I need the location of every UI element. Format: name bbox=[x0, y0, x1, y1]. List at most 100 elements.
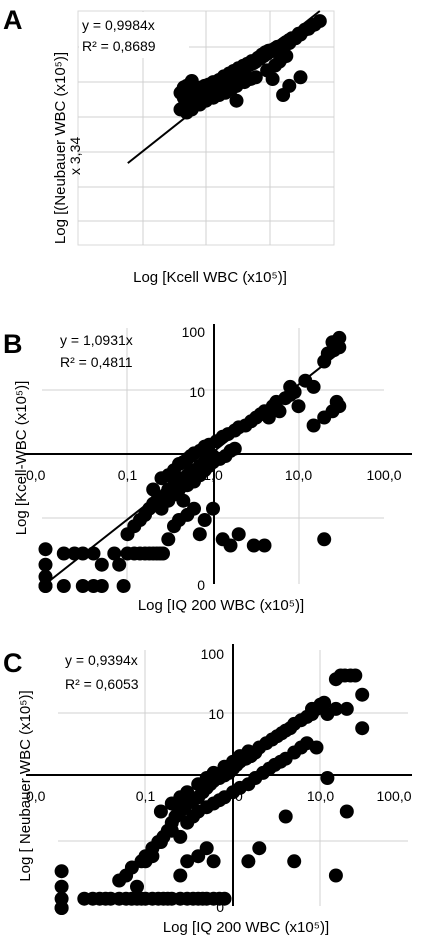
data-point bbox=[206, 854, 221, 869]
panel-letter: C bbox=[3, 648, 23, 678]
panel-b: B 0,0 0,1 1,0 10,0 100,0 0 1 10 100 y = 1,0931x… bbox=[0, 318, 434, 618]
x-tick-label: 0,1 bbox=[118, 467, 138, 483]
data-point bbox=[145, 849, 160, 864]
data-point bbox=[306, 418, 321, 433]
r-squared-label: R² = 0,6053 bbox=[65, 676, 139, 692]
y-tick-label: 0 bbox=[197, 577, 205, 593]
panel-letter: B bbox=[3, 329, 23, 359]
data-point bbox=[75, 579, 90, 593]
data-point bbox=[328, 701, 343, 716]
data-point bbox=[291, 399, 306, 414]
x-tick-label: 1,0 bbox=[223, 788, 243, 804]
data-point bbox=[199, 841, 214, 856]
data-point bbox=[279, 49, 294, 63]
data-point bbox=[282, 78, 297, 93]
data-point bbox=[278, 809, 293, 824]
chart-b-svg: B 0,0 0,1 1,0 10,0 100,0 0 1 10 100 y = 1,0931x… bbox=[3, 324, 412, 614]
data-point bbox=[54, 901, 69, 915]
y-tick-label: 100 bbox=[201, 646, 225, 662]
data-point bbox=[153, 804, 168, 819]
data-point bbox=[282, 36, 297, 51]
data-point bbox=[176, 493, 191, 508]
y-tick-label: 0 bbox=[216, 899, 224, 915]
y-tick-label: 1 bbox=[197, 446, 205, 462]
r-squared-label: R² = 0,4811 bbox=[60, 354, 133, 370]
data-point bbox=[252, 841, 267, 856]
data-point bbox=[304, 18, 319, 33]
y-tick-label: 10 bbox=[189, 384, 205, 400]
chart-a-svg: A y = 0,9984x R² = 0,8689 x 3,34 Log [Kc… bbox=[3, 5, 335, 286]
data-point bbox=[317, 695, 332, 710]
data-point bbox=[348, 668, 363, 683]
x-tick-label: 0,1 bbox=[136, 788, 156, 804]
panel-c: C 0,0 0,1 1,0 10,0 100,0 0 1 10 100 y = 0,9394x… bbox=[0, 636, 434, 940]
y-axis-title: Log [ Neubauer WBC (x10⁵)] bbox=[17, 690, 34, 881]
data-point bbox=[265, 72, 280, 86]
y-tick-label: 1 bbox=[216, 767, 224, 783]
data-point bbox=[112, 557, 127, 572]
data-point bbox=[231, 527, 246, 542]
data-point bbox=[339, 804, 354, 819]
data-point bbox=[86, 546, 101, 561]
data-point bbox=[229, 93, 244, 108]
data-point bbox=[56, 579, 71, 593]
data-point bbox=[293, 70, 308, 85]
data-point bbox=[261, 410, 276, 425]
data-point bbox=[180, 785, 195, 800]
data-point bbox=[206, 501, 220, 516]
data-point bbox=[223, 538, 238, 553]
panel-letter: A bbox=[3, 5, 23, 35]
data-points bbox=[38, 330, 347, 593]
data-point bbox=[197, 513, 212, 527]
data-point bbox=[38, 557, 53, 572]
x-axis-title: Log [IQ 200 WBC (x10⁵)] bbox=[138, 597, 304, 614]
data-point bbox=[94, 557, 109, 572]
data-point bbox=[217, 891, 232, 906]
x-tick-label: 10,0 bbox=[285, 467, 312, 483]
trendline-equation: y = 0,9984x bbox=[82, 17, 155, 33]
data-point bbox=[173, 868, 188, 883]
data-point bbox=[355, 721, 370, 736]
data-point bbox=[305, 701, 319, 716]
data-point bbox=[146, 482, 161, 497]
trendline-equation: y = 1,0931x bbox=[60, 332, 133, 348]
y-tick-labels: 0 1 10 100 bbox=[201, 646, 225, 915]
scale-annotation: x 3,34 bbox=[67, 137, 83, 175]
y-tick-label: 10 bbox=[208, 706, 224, 722]
data-point bbox=[38, 542, 53, 557]
data-point bbox=[227, 441, 242, 456]
data-point bbox=[355, 687, 370, 702]
data-point bbox=[187, 501, 201, 516]
x-tick-label: 0,0 bbox=[26, 788, 46, 804]
data-point bbox=[116, 579, 131, 593]
y-tick-label: 100 bbox=[182, 324, 206, 340]
y-axis-title: Log [Kcell-WBC (x10⁵)] bbox=[13, 381, 30, 536]
data-point bbox=[153, 835, 168, 849]
data-point bbox=[309, 740, 324, 755]
data-point bbox=[206, 765, 221, 780]
data-point bbox=[54, 864, 69, 879]
panel-a: A y = 0,9984x R² = 0,8689 x 3,34 Log [Kc… bbox=[0, 0, 434, 300]
data-point bbox=[180, 854, 195, 869]
x-tick-labels: 0,0 0,1 1,0 10,0 100,0 bbox=[26, 788, 412, 804]
data-point bbox=[339, 701, 354, 716]
data-points bbox=[173, 14, 327, 120]
data-point bbox=[56, 546, 71, 561]
data-point bbox=[327, 343, 341, 358]
x-tick-label: 0,0 bbox=[26, 467, 46, 483]
data-point bbox=[54, 879, 69, 894]
equation-box bbox=[79, 12, 189, 58]
data-point bbox=[156, 546, 170, 561]
x-tick-label: 100,0 bbox=[376, 788, 411, 804]
data-point bbox=[192, 527, 207, 542]
x-tick-label: 10,0 bbox=[307, 788, 334, 804]
r-squared-label: R² = 0,8689 bbox=[82, 38, 156, 54]
data-point bbox=[94, 579, 109, 593]
data-point bbox=[246, 538, 261, 553]
data-point bbox=[257, 538, 272, 553]
data-point bbox=[283, 379, 298, 394]
data-point bbox=[241, 854, 256, 869]
data-point bbox=[38, 579, 53, 593]
x-tick-label: 1,0 bbox=[203, 467, 223, 483]
data-point bbox=[320, 771, 335, 785]
